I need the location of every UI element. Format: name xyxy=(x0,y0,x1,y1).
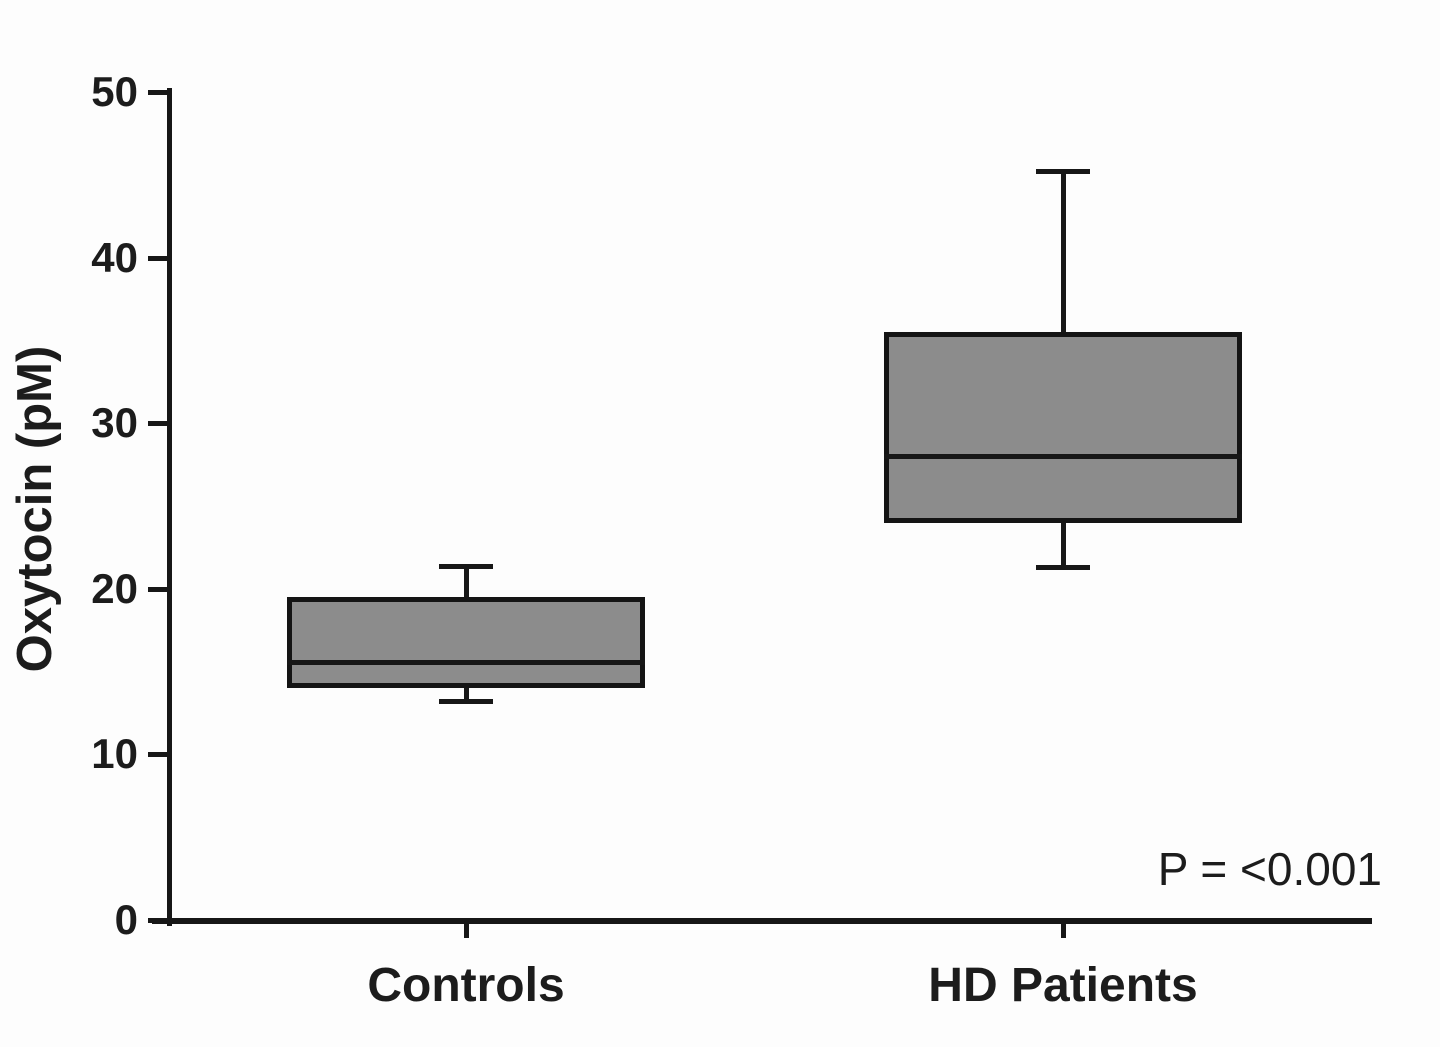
y-axis-tick-label: 0 xyxy=(114,896,138,943)
y-axis-tick xyxy=(148,586,167,592)
y-axis-tick xyxy=(148,752,167,758)
y-axis-tick-label: 30 xyxy=(91,399,138,447)
y-axis-tick-label: 10 xyxy=(91,730,138,778)
y-axis-tick xyxy=(148,421,167,427)
lower-whisker-cap-controls xyxy=(439,699,493,705)
x-axis-category-label-hd-patients: HD Patients xyxy=(928,959,1198,1012)
y-axis-tick xyxy=(148,918,167,923)
p-value-annotation: P = <0.001 xyxy=(1157,843,1382,895)
x-axis-tick xyxy=(1061,923,1066,938)
y-axis-line xyxy=(167,88,172,926)
x-axis-line xyxy=(152,918,1372,924)
y-axis-tick-label: 20 xyxy=(91,564,138,612)
upper-whisker-cap-hd-patients xyxy=(1036,169,1090,175)
lower-whisker-line-hd-patients xyxy=(1061,522,1066,568)
x-axis-category-label-controls: Controls xyxy=(367,959,565,1012)
upper-whisker-line-controls xyxy=(464,565,469,598)
y-axis-tick-label: 50 xyxy=(91,68,138,115)
y-axis-tick xyxy=(148,255,167,261)
upper-whisker-line-hd-patients xyxy=(1061,171,1066,333)
iqr-box-hd-patients xyxy=(884,332,1242,523)
y-axis-tick-label: 40 xyxy=(91,233,138,281)
median-line-controls xyxy=(287,659,645,665)
lower-whisker-cap-hd-patients xyxy=(1036,565,1090,571)
iqr-box-controls xyxy=(287,597,645,689)
y-axis-tick xyxy=(148,90,167,95)
x-axis-tick xyxy=(464,923,469,938)
upper-whisker-cap-controls xyxy=(439,563,493,569)
lower-whisker-line-controls xyxy=(464,688,469,702)
median-line-hd-patients xyxy=(884,454,1242,460)
